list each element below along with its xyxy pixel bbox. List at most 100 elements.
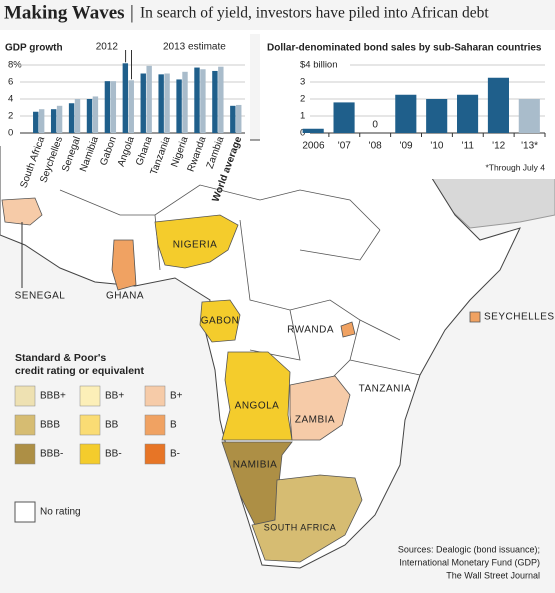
bar: [487, 77, 509, 133]
legend-label: 2012: [96, 42, 119, 53]
legend-label: 2013 estimate: [163, 42, 226, 53]
country-label: NIGERIA: [173, 240, 218, 251]
bar: [140, 73, 146, 133]
legend-label: B+: [170, 391, 183, 402]
bar: [128, 80, 134, 133]
legend-title: Standard & Poor's: [15, 352, 106, 364]
bar: [146, 65, 152, 133]
source: International Monetary Fund (GDP): [399, 557, 540, 567]
x-tick-label: '13*: [521, 141, 538, 152]
bar: [426, 99, 448, 133]
bar: [176, 79, 182, 133]
legend-label: BBB: [40, 420, 60, 431]
bar: [200, 69, 206, 133]
legend-label: B: [170, 420, 177, 431]
countries: SENEGAL GHANA NIGERIA GABON ANGOLA ZAMBIA NAMI…: [1, 197, 555, 563]
country-label: GHANA: [106, 291, 144, 302]
chart-title: GDP growth: [5, 43, 63, 54]
country: [1, 197, 43, 226]
legend-label: BBB+: [40, 391, 66, 402]
x-tick-label: '11: [462, 141, 475, 152]
bar: [302, 128, 324, 133]
bar: [164, 73, 170, 133]
bar: [194, 67, 200, 133]
bar: [110, 81, 117, 133]
source: The Wall Street Journal: [446, 570, 540, 580]
bar: [86, 99, 93, 133]
bar: [395, 94, 417, 133]
country: [469, 311, 481, 323]
legend-label: BBB-: [40, 449, 63, 460]
source: Sources: Dealogic (bond issuance);: [398, 544, 540, 554]
value-label: 0: [372, 120, 378, 131]
bar: [56, 105, 63, 133]
legend-label: No rating: [40, 507, 81, 518]
bar: [333, 102, 355, 133]
legend-swatch: [144, 385, 166, 407]
bar: [74, 99, 81, 133]
x-tick-label: '10: [430, 141, 443, 152]
country: [199, 299, 241, 343]
y-tick-label: 0: [300, 128, 305, 139]
bar: [50, 109, 57, 133]
legend-swatch: [14, 385, 36, 407]
y-tick-label: 2: [8, 111, 13, 122]
country: [154, 214, 239, 269]
country: [340, 321, 356, 338]
country: [251, 474, 363, 563]
country: [221, 351, 293, 441]
country: [289, 375, 351, 441]
legend-swatch: [79, 385, 101, 407]
bar: [212, 70, 218, 133]
y-tick-label: 8%: [8, 60, 22, 71]
bar: [38, 109, 45, 133]
legend-swatch: [144, 443, 166, 465]
x-tick-label: '12: [492, 141, 505, 152]
legend-swatch: [14, 443, 36, 465]
legend-label: BB+: [105, 391, 124, 402]
bar: [158, 74, 164, 133]
bar: [122, 63, 129, 133]
legend-swatch: [79, 414, 101, 436]
header-gap: [0, 30, 555, 34]
bar: [457, 94, 479, 133]
legend-swatch: [14, 414, 36, 436]
annotation: *Through July 4: [485, 162, 545, 172]
legend-swatch: [144, 414, 166, 436]
country-label: TANZANIA: [359, 384, 412, 395]
x-tick-label: 2006: [302, 141, 325, 152]
bar: [33, 111, 39, 133]
title: Making Waves: [4, 2, 125, 23]
legend-label: BB: [105, 420, 119, 431]
x-tick-label: '09: [400, 141, 413, 152]
y-tick-label: 4: [8, 94, 13, 105]
y-tick-label: 0: [8, 128, 13, 139]
legend-swatch: [79, 443, 101, 465]
bar: [182, 71, 188, 133]
country-label: NAMIBIA: [233, 460, 278, 471]
bar: [218, 66, 224, 133]
y-tick-label: 3: [300, 77, 305, 88]
country-label: SENEGAL: [15, 291, 66, 302]
bar: [104, 81, 111, 133]
x-tick-label: '07: [338, 141, 351, 152]
y-tick-label: 1: [300, 111, 305, 122]
y-tick-label: 2: [300, 94, 305, 105]
y-tick-label: 6: [8, 77, 13, 88]
bar: [68, 103, 75, 133]
country-label: SOUTH AFRICA: [264, 522, 337, 532]
bar: [92, 96, 99, 133]
country: [111, 239, 137, 291]
country-label: GABON: [201, 316, 240, 327]
x-tick-label: '08: [369, 141, 382, 152]
country-label: RWANDA: [287, 325, 334, 336]
legend-swatch: [14, 501, 36, 523]
chart-title: Dollar-denominated bond sales by sub-Sah…: [267, 43, 542, 54]
country-label: SEYCHELLES: [484, 312, 555, 323]
legend-label: B-: [170, 449, 180, 460]
bar: [236, 104, 242, 133]
legend-label: BB-: [105, 449, 122, 460]
